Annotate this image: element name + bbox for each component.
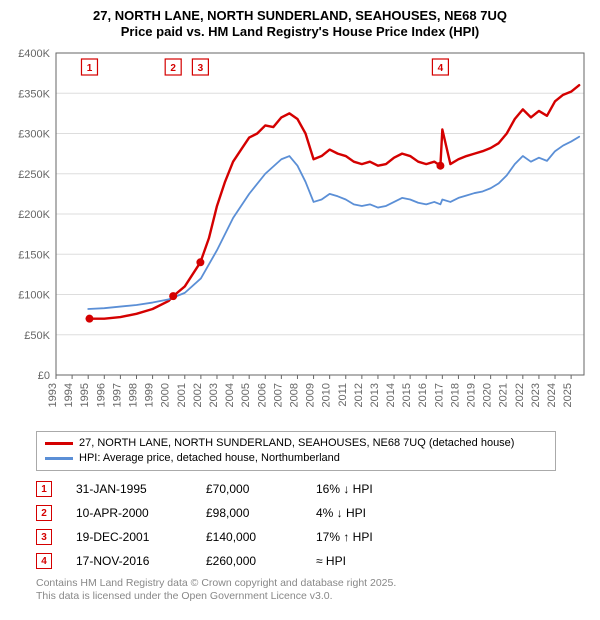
svg-text:2: 2 [170, 63, 176, 74]
event-row: 3 19-DEC-2001£140,00017% ↑ HPI [36, 529, 588, 545]
svg-text:2011: 2011 [337, 383, 349, 407]
svg-text:2023: 2023 [530, 383, 542, 407]
legend: 27, NORTH LANE, NORTH SUNDERLAND, SEAHOU… [36, 431, 556, 472]
legend-row-2: HPI: Average price, detached house, Nort… [45, 451, 547, 466]
event-date: 31-JAN-1995 [76, 482, 206, 496]
event-marker: 3 [36, 529, 52, 545]
svg-text:2005: 2005 [240, 383, 252, 407]
svg-text:2004: 2004 [224, 383, 236, 407]
footer-line2: This data is licensed under the Open Gov… [36, 590, 588, 603]
svg-text:2002: 2002 [192, 383, 204, 407]
title-line2: Price paid vs. HM Land Registry's House … [12, 24, 588, 40]
svg-text:1996: 1996 [95, 383, 107, 407]
svg-text:3: 3 [198, 63, 204, 74]
event-diff: ≈ HPI [316, 554, 346, 568]
svg-text:1999: 1999 [144, 383, 156, 407]
event-price: £70,000 [206, 482, 316, 496]
svg-text:2019: 2019 [466, 383, 478, 407]
chart-title: 27, NORTH LANE, NORTH SUNDERLAND, SEAHOU… [12, 8, 588, 41]
event-diff: 16% ↓ HPI [316, 482, 373, 496]
event-diff: 4% ↓ HPI [316, 506, 366, 520]
svg-text:2025: 2025 [562, 383, 574, 407]
svg-text:£50K: £50K [24, 329, 50, 341]
chart: £0 £50K £100K £150K £200K £250K £300K £350K £400… [12, 45, 588, 425]
legend-label-2: HPI: Average price, detached house, Nort… [79, 451, 340, 466]
event-diff: 17% ↑ HPI [316, 530, 373, 544]
event-row: 2 10-APR-2000£98,0004% ↓ HPI [36, 505, 588, 521]
event-marker: 2 [36, 505, 52, 521]
svg-text:2006: 2006 [256, 383, 268, 407]
svg-text:£400K: £400K [18, 48, 50, 60]
event-date: 10-APR-2000 [76, 506, 206, 520]
svg-text:£300K: £300K [18, 128, 50, 140]
svg-text:2015: 2015 [401, 383, 413, 407]
svg-text:2008: 2008 [288, 383, 300, 407]
svg-text:2018: 2018 [449, 383, 461, 407]
svg-text:2020: 2020 [482, 383, 494, 407]
event-row: 4 17-NOV-2016£260,000≈ HPI [36, 553, 588, 569]
svg-text:2000: 2000 [160, 383, 172, 407]
svg-text:1998: 1998 [127, 383, 139, 407]
legend-label-1: 27, NORTH LANE, NORTH SUNDERLAND, SEAHOU… [79, 436, 514, 451]
event-marker: 4 [36, 553, 52, 569]
svg-text:2014: 2014 [385, 383, 397, 407]
event-price: £260,000 [206, 554, 316, 568]
svg-text:2016: 2016 [417, 383, 429, 407]
svg-text:2007: 2007 [272, 383, 284, 407]
svg-text:2024: 2024 [546, 383, 558, 407]
svg-text:2022: 2022 [514, 382, 526, 406]
svg-text:1995: 1995 [79, 383, 91, 407]
footer: Contains HM Land Registry data © Crown c… [36, 577, 588, 603]
svg-text:2021: 2021 [498, 382, 510, 406]
svg-text:2009: 2009 [305, 383, 317, 407]
title-line1: 27, NORTH LANE, NORTH SUNDERLAND, SEAHOU… [12, 8, 588, 24]
svg-text:£100K: £100K [18, 289, 50, 301]
footer-line1: Contains HM Land Registry data © Crown c… [36, 577, 588, 590]
svg-text:1993: 1993 [47, 383, 59, 407]
svg-text:4: 4 [438, 63, 444, 74]
svg-text:2003: 2003 [208, 383, 220, 407]
svg-text:1994: 1994 [63, 383, 75, 407]
svg-text:2013: 2013 [369, 383, 381, 407]
event-price: £98,000 [206, 506, 316, 520]
event-price: £140,000 [206, 530, 316, 544]
svg-text:£250K: £250K [18, 168, 50, 180]
svg-text:£350K: £350K [18, 88, 50, 100]
legend-swatch-2 [45, 457, 73, 460]
svg-text:2012: 2012 [353, 383, 365, 407]
svg-text:£150K: £150K [18, 249, 50, 261]
legend-row-1: 27, NORTH LANE, NORTH SUNDERLAND, SEAHOU… [45, 436, 547, 451]
svg-text:1: 1 [87, 63, 93, 74]
svg-text:£0: £0 [38, 370, 50, 382]
event-date: 17-NOV-2016 [76, 554, 206, 568]
event-marker: 1 [36, 481, 52, 497]
events-table: 1 31-JAN-1995£70,00016% ↓ HPI 2 10-APR-2000… [36, 481, 588, 569]
svg-text:2010: 2010 [321, 383, 333, 407]
svg-text:2001: 2001 [176, 383, 188, 407]
legend-swatch-1 [45, 442, 73, 445]
svg-text:£200K: £200K [18, 209, 50, 221]
svg-text:2017: 2017 [433, 383, 445, 407]
svg-text:1997: 1997 [111, 383, 123, 407]
chart-svg: £0 £50K £100K £150K £200K £250K £300K £350K £400… [12, 45, 588, 425]
event-date: 19-DEC-2001 [76, 530, 206, 544]
event-row: 1 31-JAN-1995£70,00016% ↓ HPI [36, 481, 588, 497]
